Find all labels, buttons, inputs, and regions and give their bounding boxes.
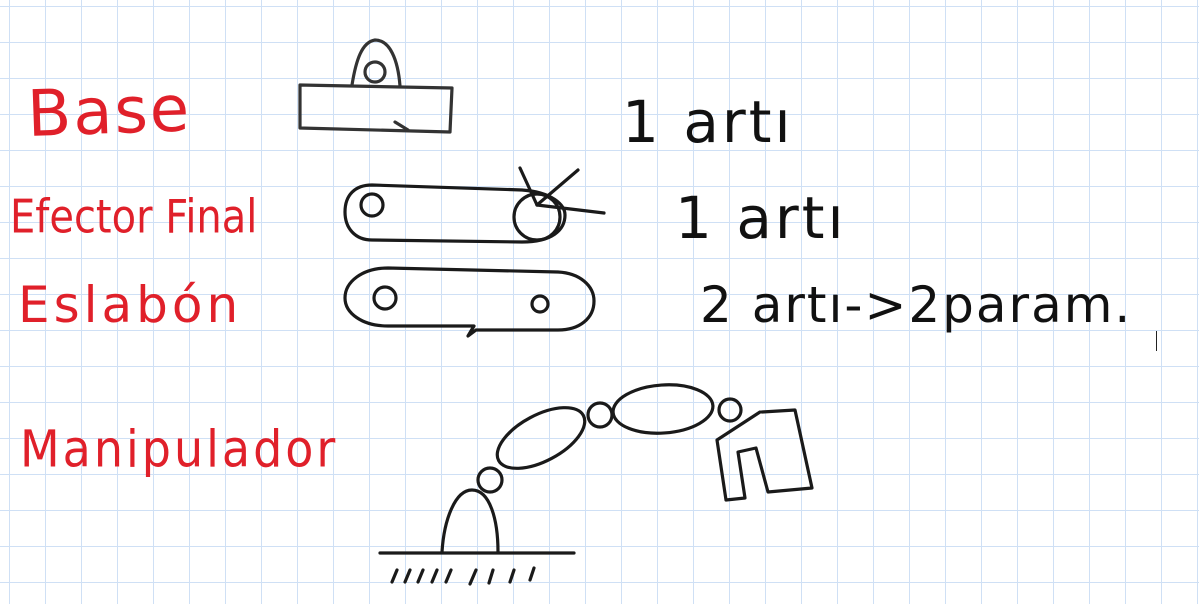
efector-final-sketch <box>343 166 606 244</box>
base-sketch <box>298 38 454 134</box>
label-manipulador: Manipulador <box>20 420 338 479</box>
label-eslabon: Eslabón <box>18 276 242 334</box>
text-cursor <box>1156 331 1157 351</box>
note-base: 1 artı <box>622 88 794 156</box>
eslabon-sketch <box>343 266 596 338</box>
manipulador-sketch <box>378 383 814 586</box>
note-eslabon: 2 artı->2param. <box>700 276 1132 334</box>
note-efector: 1 artı <box>675 184 847 252</box>
label-base: Base <box>26 72 192 152</box>
label-efector-final: Efector Final <box>10 191 257 244</box>
